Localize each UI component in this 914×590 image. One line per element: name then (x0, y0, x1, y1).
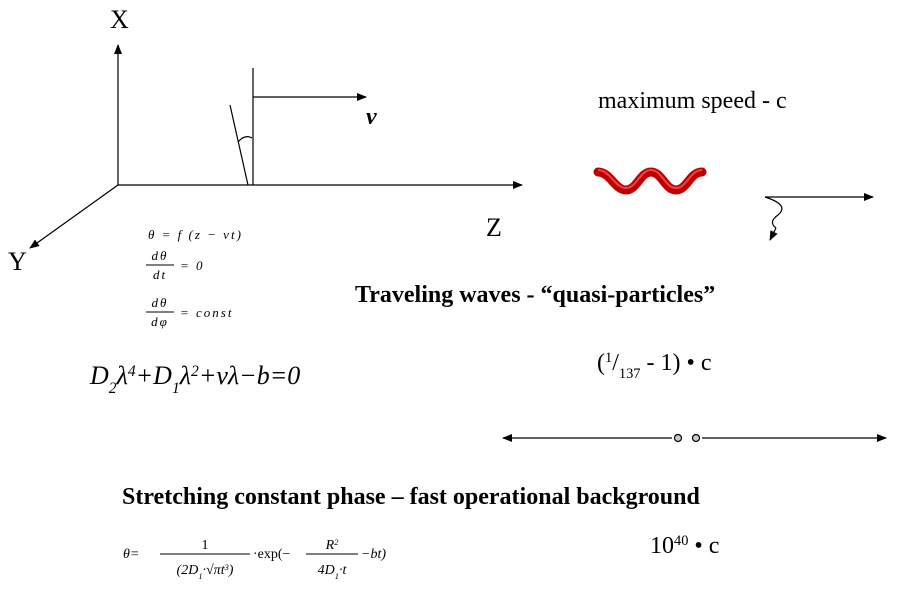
formula-part: ( (597, 350, 605, 376)
formula-part: 4D (318, 563, 335, 578)
formula-part: 1 (198, 572, 202, 581)
angle-arc (237, 136, 253, 143)
formula-part: +D (136, 361, 173, 390)
curl (764, 196, 783, 229)
stretching-title: Stretching constant phase – fast operati… (122, 484, 700, 510)
formula-part: • c (688, 533, 719, 559)
dot (673, 433, 683, 443)
formula-part: - 1) • c (640, 350, 711, 376)
formula: 4D1·t (318, 563, 348, 581)
formula-part: +vλ−b=0 (199, 361, 300, 390)
formula-part: 3 (224, 563, 229, 572)
formula-part: R (325, 538, 335, 553)
dot (691, 433, 701, 443)
formula-part: 10 (650, 533, 674, 559)
formula: 1040 • c (650, 533, 719, 559)
y-label: Y (8, 247, 27, 276)
max-speed: maximum speed - c (598, 88, 787, 114)
formula-part: 40 (674, 533, 688, 549)
formula-part: / (612, 350, 619, 376)
curl-arrow (769, 227, 778, 241)
formula-part: λ (179, 361, 191, 390)
denominator: dt (153, 267, 167, 282)
slanted-line (229, 104, 249, 186)
formula-part: 1 (335, 572, 339, 581)
formula: R2 (325, 538, 339, 554)
formula-part: λ (116, 361, 128, 390)
formula: (1/137 - 1) • c (597, 350, 712, 382)
formula-part: 2 (109, 380, 117, 397)
middle: ·exp(− (253, 547, 291, 562)
tail: −bt) (361, 547, 386, 562)
formula-part: ·t (339, 563, 348, 578)
formula-part: 1 (172, 380, 180, 397)
formula-part: 1 (202, 538, 209, 553)
formula-part: 2 (191, 363, 199, 380)
formula-part: 137 (619, 366, 641, 382)
formula-part: 1 (605, 350, 612, 366)
y-axis (29, 184, 119, 249)
numerator: dθ (152, 295, 169, 310)
rhs: = 0 (180, 258, 205, 273)
formula-part: D (89, 361, 109, 390)
formula-part: 2 (334, 538, 338, 547)
formula-part: ·√πt (203, 563, 226, 578)
traveling-title: Traveling waves - “quasi-particles” (355, 282, 715, 308)
axes (29, 44, 887, 443)
wave (593, 167, 707, 195)
phase-eq: θ = f (z − vt) (148, 227, 243, 242)
x-label: X (110, 5, 129, 34)
rhs: = const (180, 305, 233, 320)
denominator: dφ (151, 314, 169, 329)
formula: D2λ4+D1λ2+vλ−b=0 (89, 361, 300, 397)
velocity-label: v (366, 104, 377, 130)
numerator: dθ (152, 248, 169, 263)
formula: (2D1·√πt3) (177, 563, 234, 581)
formula-part: 4 (128, 363, 136, 380)
formula-part: (2D (177, 563, 199, 578)
lhs: θ= (123, 547, 139, 562)
formula: 1 (202, 538, 209, 553)
z-label: Z (486, 213, 502, 242)
formula-part: ) (228, 563, 234, 578)
